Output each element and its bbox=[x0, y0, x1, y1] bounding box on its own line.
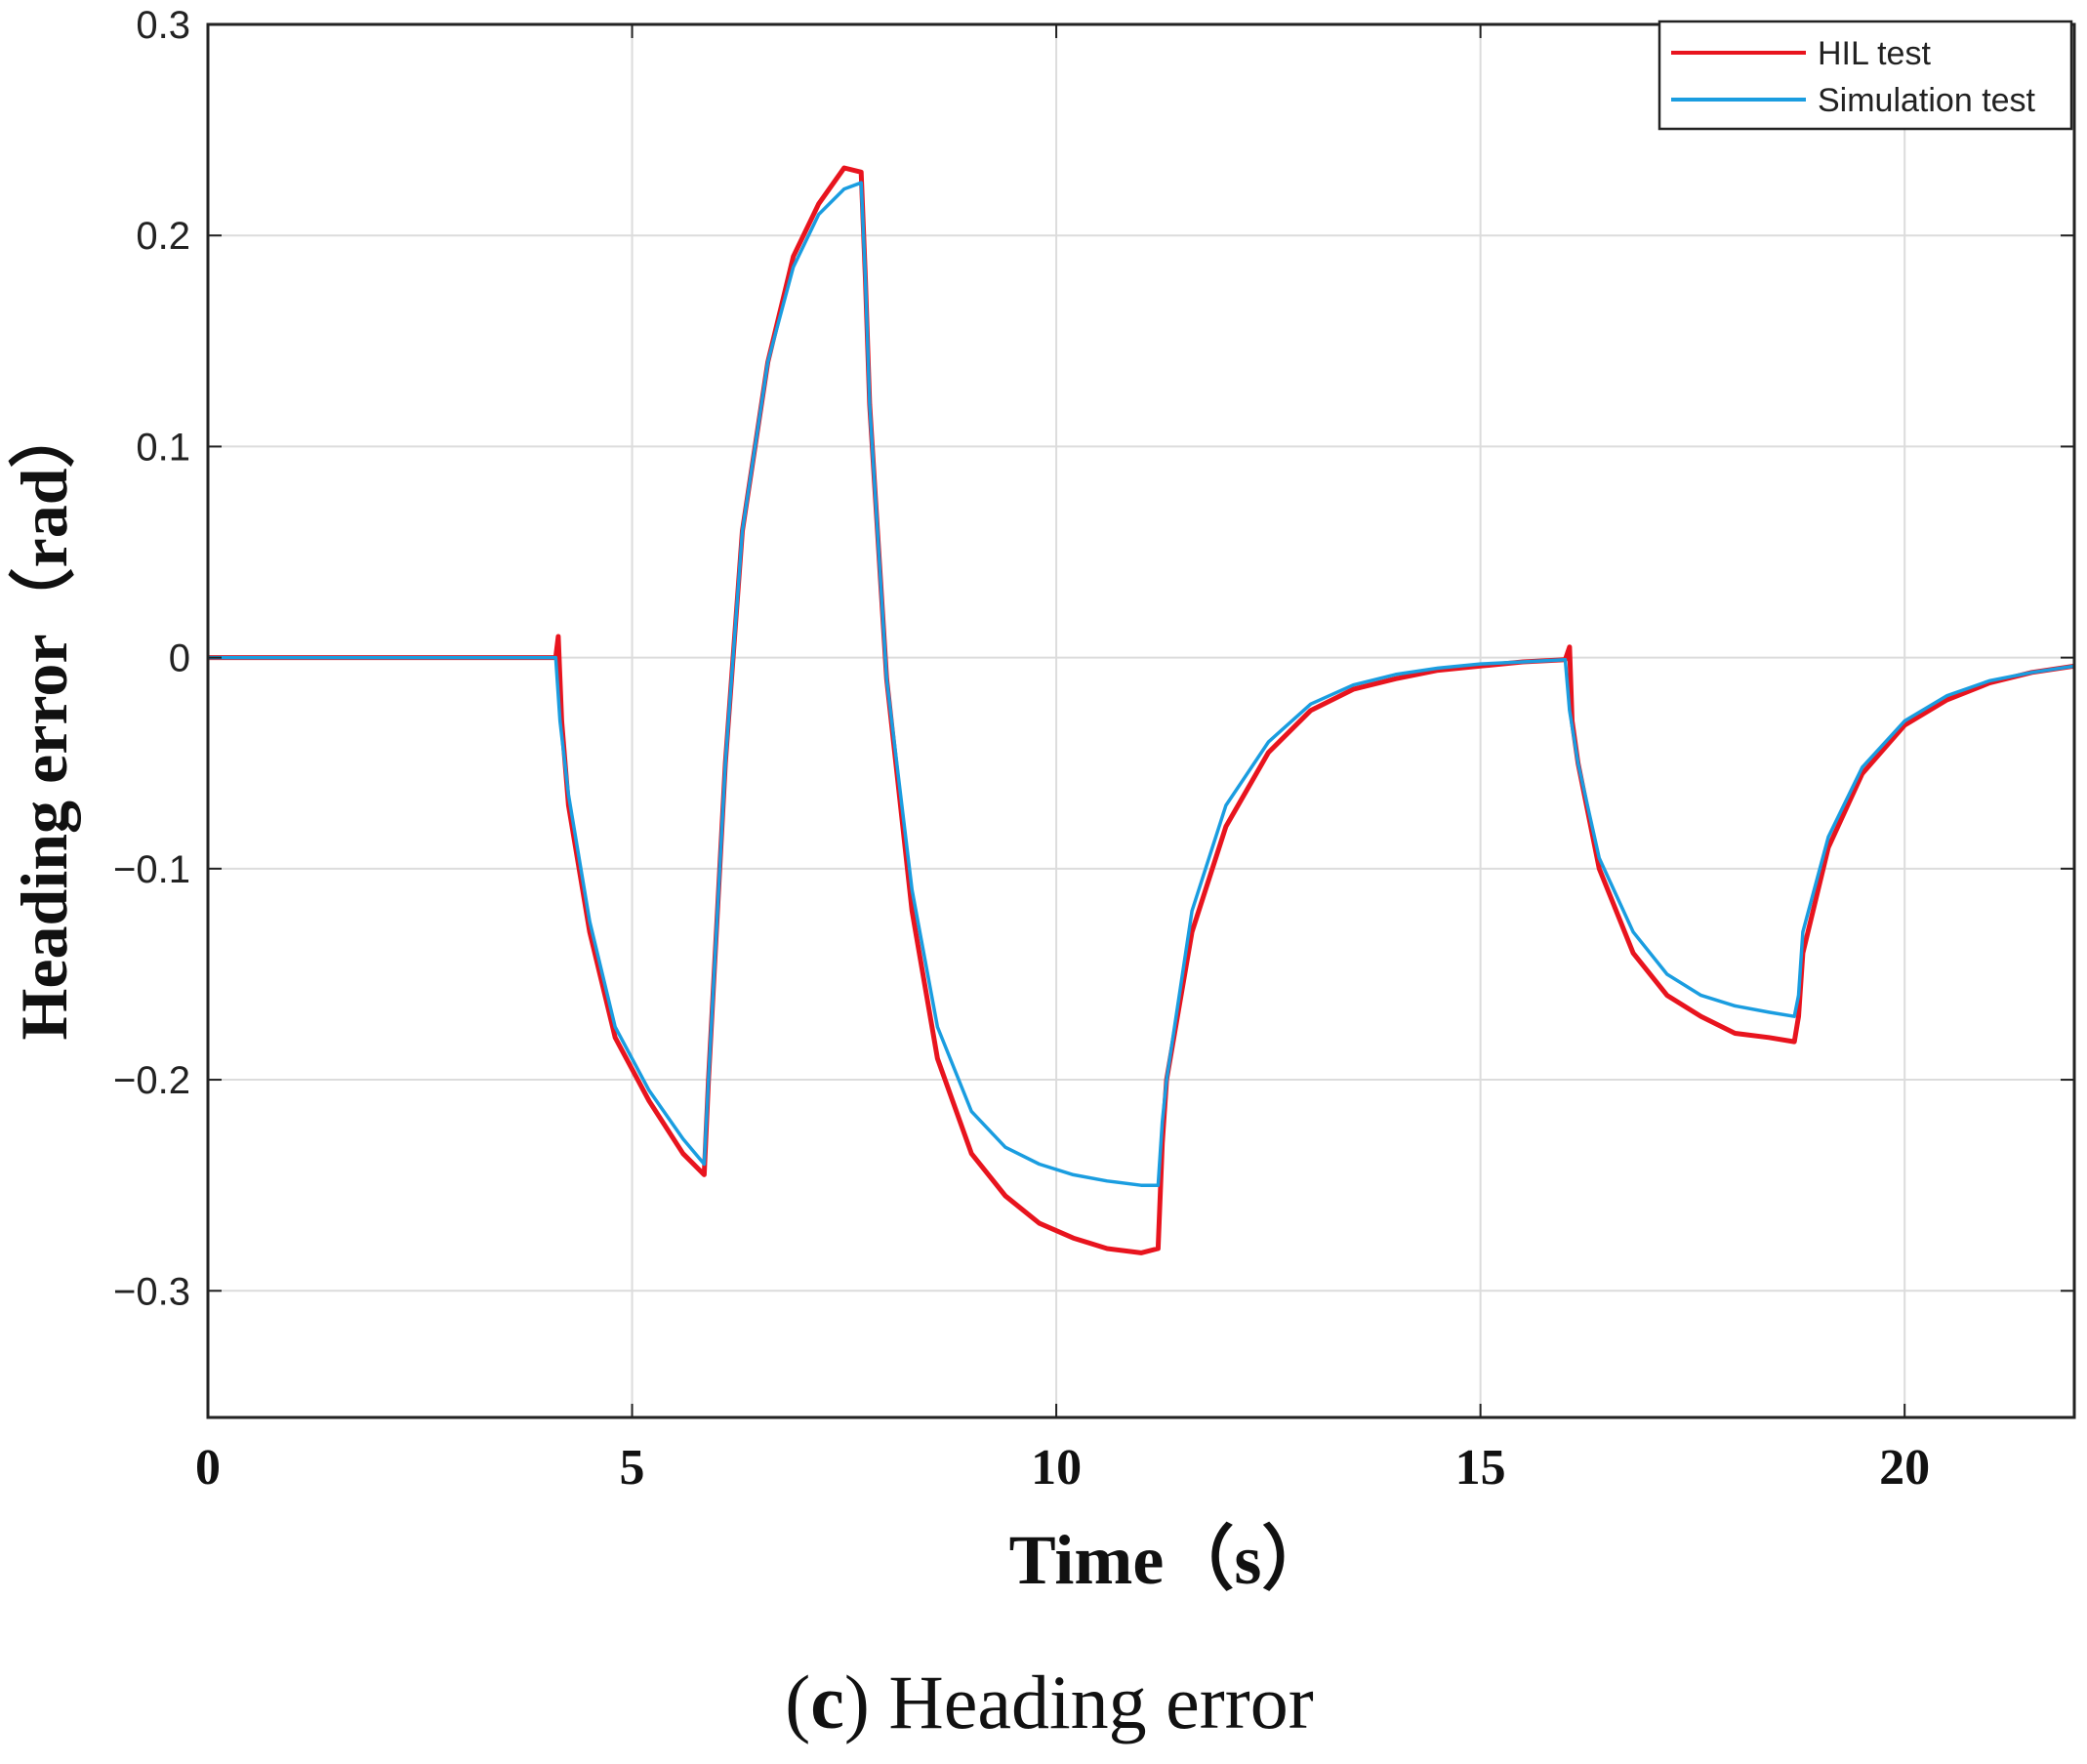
y-tick-label: −0.2 bbox=[113, 1059, 190, 1102]
x-tick-label: 15 bbox=[1455, 1440, 1506, 1496]
caption-text: Heading error bbox=[888, 1660, 1313, 1744]
y-tick-label: 0 bbox=[169, 637, 190, 680]
y-tick-label: −0.3 bbox=[113, 1270, 190, 1313]
legend-box bbox=[1657, 20, 2073, 131]
y-tick-label: 0.3 bbox=[136, 4, 190, 47]
x-tick-label: 5 bbox=[620, 1440, 645, 1496]
x-tick-label: 0 bbox=[195, 1440, 221, 1496]
x-tick-label: 20 bbox=[1879, 1440, 1930, 1496]
series-line-simulation-test bbox=[208, 181, 2075, 1187]
axes-frame bbox=[206, 22, 2076, 1419]
legend-label: Simulation test bbox=[1818, 82, 2036, 119]
y-tick-label: 0.2 bbox=[136, 215, 190, 258]
x-tick-label: 10 bbox=[1031, 1440, 1082, 1496]
y-tick-label: 0.1 bbox=[136, 426, 190, 469]
series-layer bbox=[208, 165, 2075, 1255]
legend: HIL test Simulation test bbox=[1657, 20, 2073, 131]
y-tick-label: −0.1 bbox=[113, 848, 190, 891]
caption-label: c bbox=[810, 1660, 844, 1744]
legend-label: HIL test bbox=[1818, 35, 1931, 72]
x-axis-label: Time（s） bbox=[1009, 1521, 1332, 1599]
ticks: 0 5 10 15 20 0.3 0.2 0.1 0 −0.1 −0.2 −0.3 bbox=[113, 4, 2074, 1496]
y-axis-label: Heading error（rad） bbox=[7, 401, 81, 1040]
figure-caption: (c) Heading error bbox=[785, 1660, 1313, 1744]
